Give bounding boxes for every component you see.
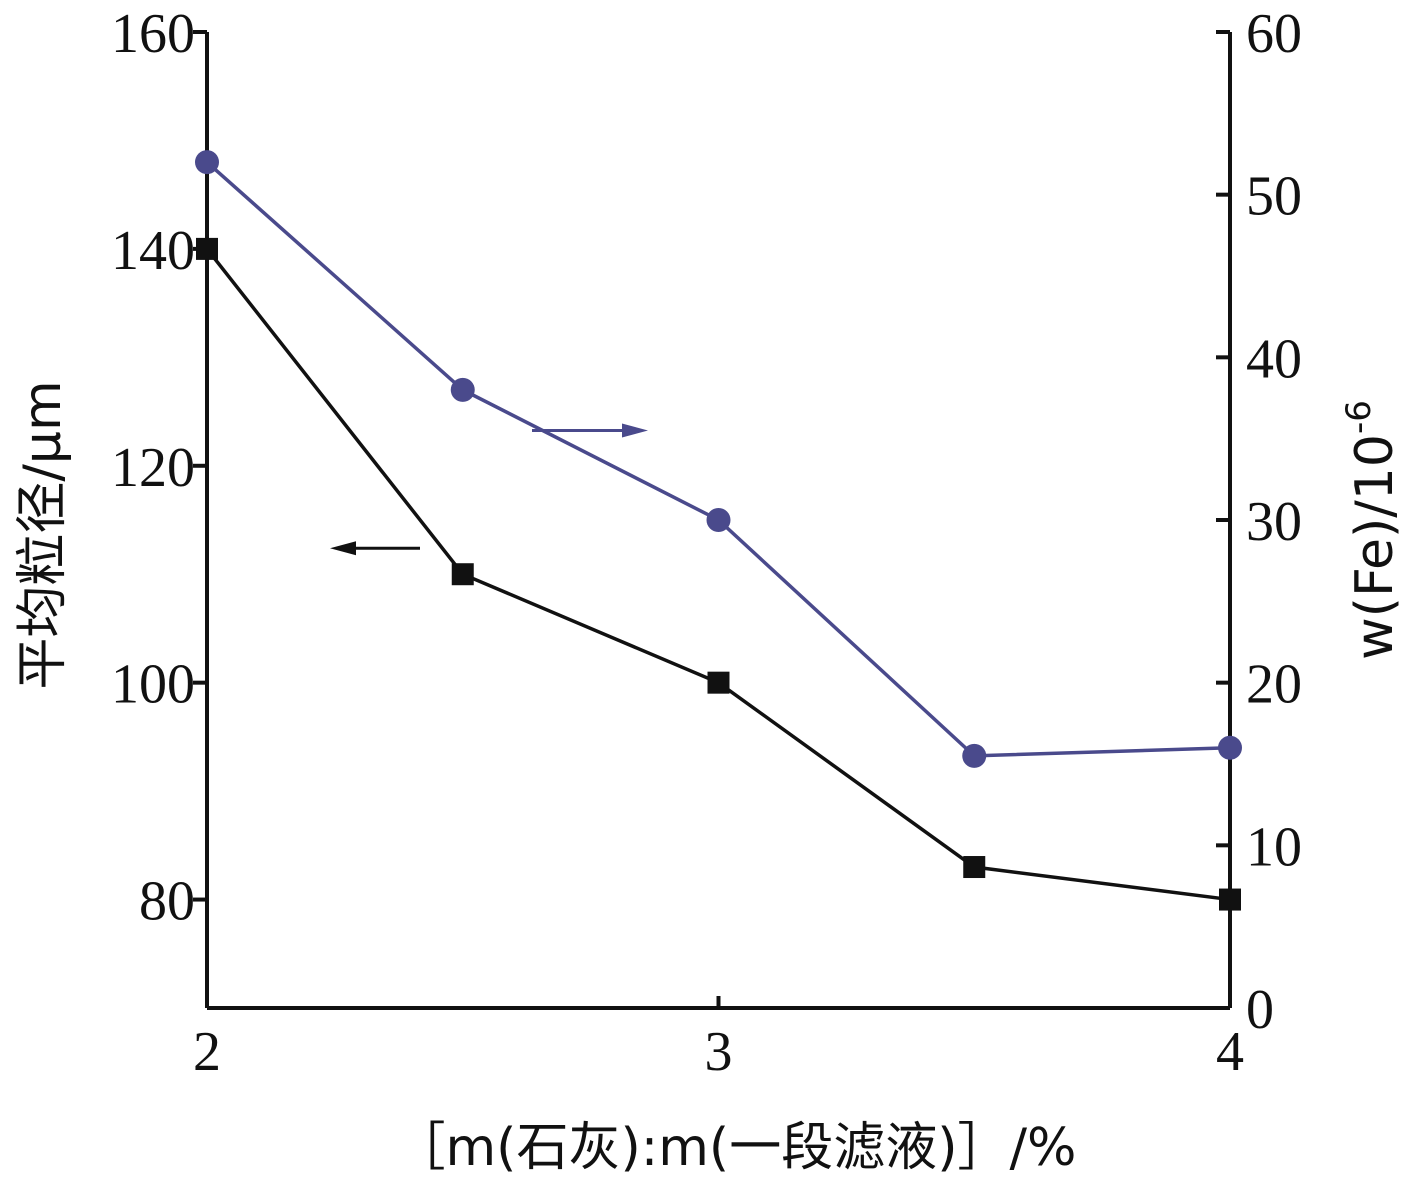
y-right-tick-label: 0 xyxy=(1246,979,1274,1041)
data-point-circle xyxy=(1218,735,1242,760)
y-right-axis-title-sup: -6 xyxy=(1339,400,1379,434)
data-point-circle xyxy=(706,508,731,532)
x-tick-label: 4 xyxy=(1216,1021,1244,1083)
data-point-circle xyxy=(962,743,987,768)
annotations xyxy=(330,423,648,556)
x-axis-title: ［m(石灰):m(一段滤液)］/% xyxy=(394,1118,1077,1178)
y-right-axis-title-main: w(Fe)/10 xyxy=(1345,434,1405,660)
y-right-tick-label: 20 xyxy=(1246,654,1302,716)
y-right-tick-label: 10 xyxy=(1246,816,1302,878)
y-right-tick-label: 30 xyxy=(1246,491,1302,553)
data-point-square xyxy=(1219,888,1241,911)
y-right-axis-title: w(Fe)/10-6 xyxy=(1339,400,1405,660)
x-tick-label: 3 xyxy=(705,1021,733,1083)
series-line-right xyxy=(205,160,1231,758)
data-point-circle xyxy=(450,377,475,402)
series-line-left xyxy=(205,247,1231,902)
x-tick-label: 2 xyxy=(193,1021,221,1083)
y-left-tick-label: 140 xyxy=(111,220,195,282)
data-point-circle xyxy=(195,150,219,175)
data-point-square xyxy=(963,856,986,879)
y-left-axis-title: 平均粒径/μm xyxy=(13,380,73,689)
y-left-tick-label: 120 xyxy=(111,437,195,499)
y-right-tick-label: 50 xyxy=(1246,166,1302,228)
data-point-square xyxy=(196,237,218,260)
ticks: 2 3 4 80 100 120 140 160 0 10 20 30 40 50 60 xyxy=(111,3,1302,1083)
y-left-tick-label: 100 xyxy=(111,654,195,716)
y-right-tick-label: 40 xyxy=(1246,328,1302,390)
arrow-right-head xyxy=(622,423,648,438)
y-left-tick-label: 160 xyxy=(111,3,195,65)
y-left-tick-label: 80 xyxy=(139,871,195,933)
data-point-square xyxy=(451,563,474,586)
y-right-tick-label: 60 xyxy=(1246,3,1302,65)
series xyxy=(195,150,1242,911)
arrow-left-head xyxy=(330,541,356,556)
data-point-square xyxy=(707,671,730,694)
